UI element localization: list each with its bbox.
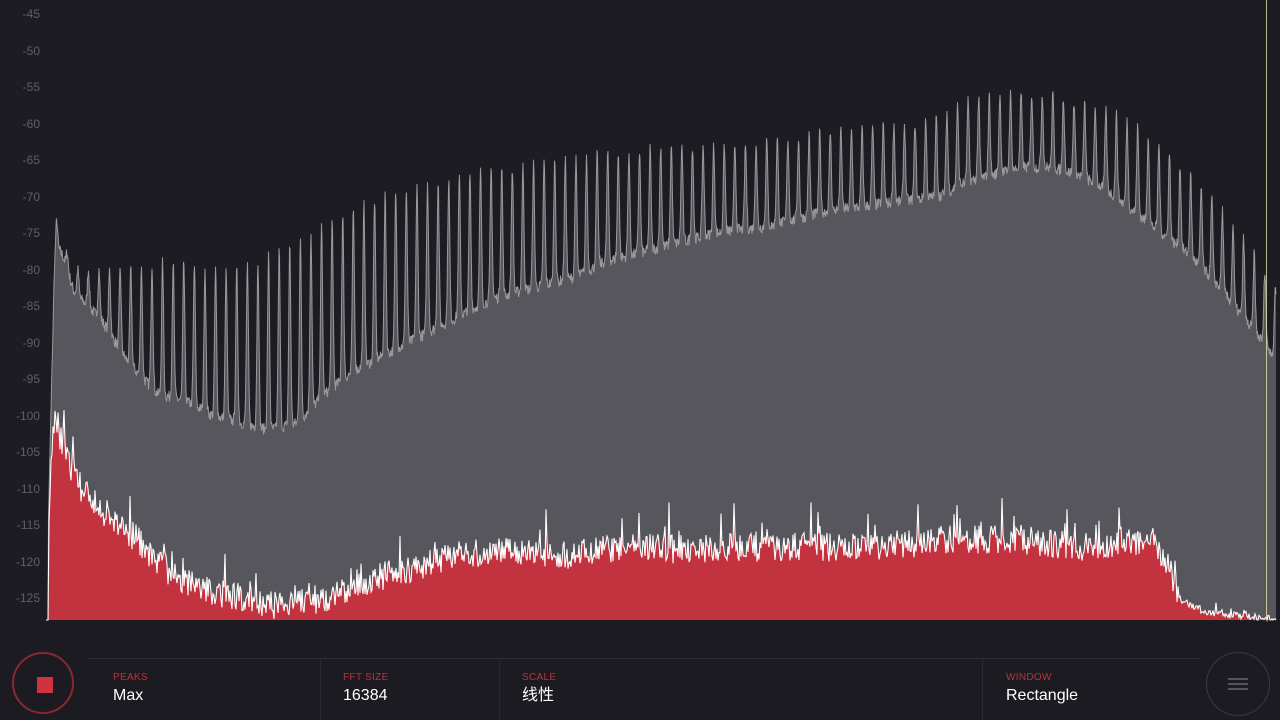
fft-size-setting[interactable]: FFT SIZE 16384 bbox=[343, 672, 389, 706]
separator bbox=[499, 659, 500, 720]
control-bar bbox=[0, 622, 1280, 720]
y-tick-label: -55 bbox=[22, 80, 40, 94]
separator bbox=[982, 659, 983, 720]
menu-button[interactable] bbox=[1206, 652, 1270, 716]
hamburger-menu-icon bbox=[1228, 678, 1248, 690]
y-tick-label: -60 bbox=[22, 116, 40, 131]
y-tick-label: -45 bbox=[22, 7, 40, 21]
spectrum-plot: -45 -50 -55 -60 -65 -70 -75 -80 -85 -90 -95 -100 -10… bbox=[15, 0, 1277, 622]
y-tick-label: -70 bbox=[22, 189, 40, 204]
scale-value: 线性 bbox=[522, 687, 555, 704]
y-tick-label: -120 bbox=[15, 554, 40, 569]
fft-size-value: 16384 bbox=[343, 687, 388, 704]
y-tick-label: -80 bbox=[22, 262, 40, 277]
y-tick-label: -95 bbox=[22, 372, 40, 387]
window-label: WINDOW bbox=[1006, 672, 1052, 683]
current-spectrum-line bbox=[46, 410, 1277, 622]
y-tick-label: -85 bbox=[22, 299, 40, 314]
peak-hold-line bbox=[46, 89, 1277, 621]
y-tick-label: -90 bbox=[22, 335, 40, 350]
y-tick-label: -125 bbox=[15, 591, 40, 606]
stop-recording-button[interactable] bbox=[12, 652, 74, 714]
fft-size-label: FFT SIZE bbox=[343, 672, 389, 683]
peaks-value: Max bbox=[113, 687, 144, 704]
y-tick-label: -105 bbox=[15, 445, 40, 460]
y-tick-label: -75 bbox=[22, 226, 40, 241]
y-tick-label: -115 bbox=[16, 518, 40, 533]
y-tick-label: -50 bbox=[22, 43, 40, 58]
control-divider bbox=[88, 658, 1200, 659]
stop-icon bbox=[37, 677, 53, 693]
scale-label: SCALE bbox=[522, 672, 557, 683]
y-tick-label: -65 bbox=[22, 153, 40, 168]
y-tick-label: -100 bbox=[15, 408, 40, 423]
spectrum-chart bbox=[46, 0, 1277, 622]
current-spectrum-area bbox=[46, 410, 1276, 620]
window-value: Rectangle bbox=[1006, 687, 1079, 704]
scale-setting[interactable]: SCALE 线性 bbox=[522, 672, 556, 706]
peaks-setting[interactable]: PEAKS Max bbox=[113, 672, 148, 706]
peaks-label: PEAKS bbox=[113, 672, 148, 683]
window-setting[interactable]: WINDOW Rectangle bbox=[1006, 672, 1078, 706]
separator bbox=[320, 659, 321, 720]
y-tick-label: -110 bbox=[16, 481, 40, 496]
